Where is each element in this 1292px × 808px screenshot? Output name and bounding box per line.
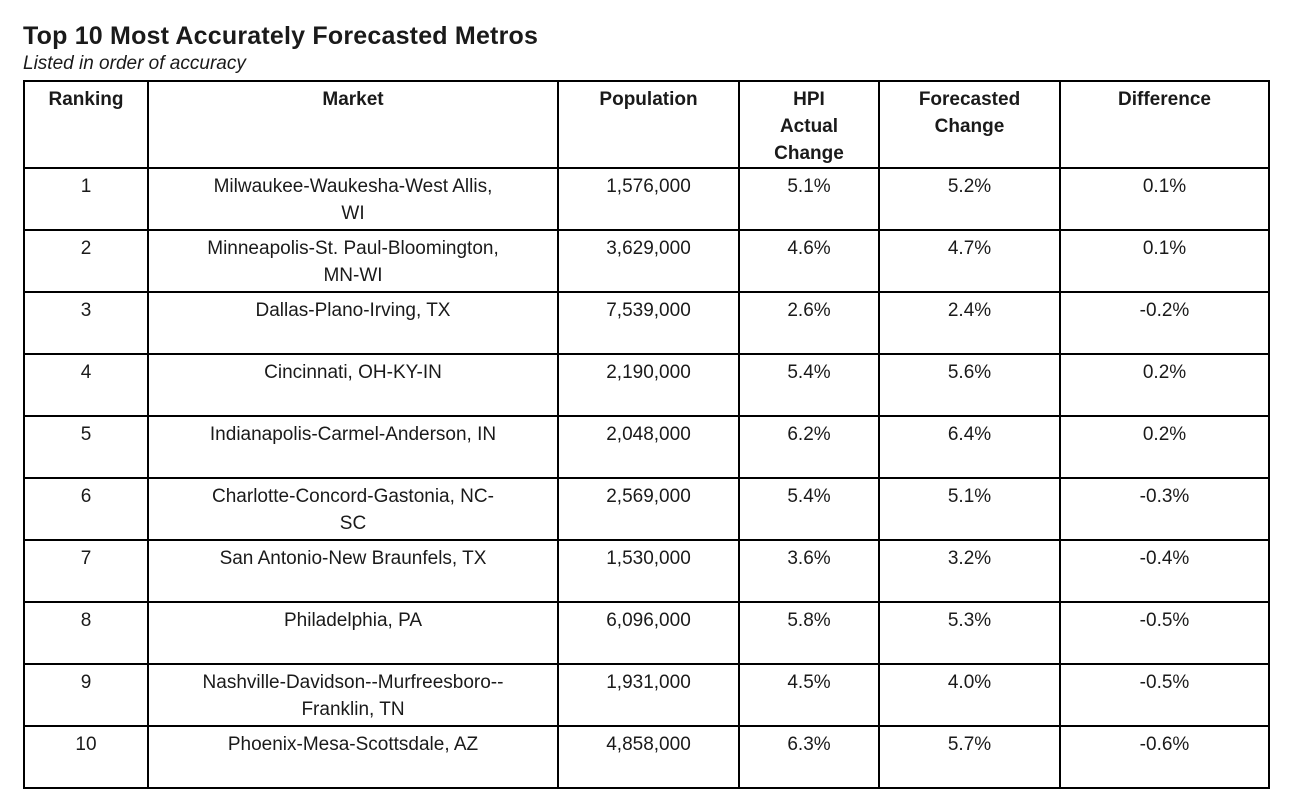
- cell-market: Nashville-Davidson--Murfreesboro-- Frank…: [147, 663, 559, 727]
- cell-difference: -0.2%: [1059, 291, 1270, 355]
- table-row: 4 Cincinnati, OH-KY-IN 2,190,000 5.4% 5.…: [23, 353, 1270, 417]
- table-row: 8 Philadelphia, PA 6,096,000 5.8% 5.3% -…: [23, 601, 1270, 665]
- table-body: 1 Milwaukee-Waukesha-West Allis, WI 1,57…: [23, 167, 1270, 789]
- cell-population: 6,096,000: [557, 601, 740, 665]
- cell-hpi-actual-change: 6.2%: [738, 415, 880, 479]
- cell-population: 1,576,000: [557, 167, 740, 231]
- cell-population: 7,539,000: [557, 291, 740, 355]
- cell-forecasted-change: 4.7%: [878, 229, 1061, 293]
- cell-forecasted-change: 4.0%: [878, 663, 1061, 727]
- table-row: 2 Minneapolis-St. Paul-Bloomington, MN-W…: [23, 229, 1270, 293]
- cell-population: 1,931,000: [557, 663, 740, 727]
- cell-hpi-actual-change: 4.5%: [738, 663, 880, 727]
- table-row: 1 Milwaukee-Waukesha-West Allis, WI 1,57…: [23, 167, 1270, 231]
- cell-market: Minneapolis-St. Paul-Bloomington, MN-WI: [147, 229, 559, 293]
- column-header-population: Population: [557, 80, 740, 169]
- table-row: 6 Charlotte-Concord-Gastonia, NC- SC 2,5…: [23, 477, 1270, 541]
- table-row: 9 Nashville-Davidson--Murfreesboro-- Fra…: [23, 663, 1270, 727]
- cell-ranking: 8: [23, 601, 149, 665]
- cell-population: 1,530,000: [557, 539, 740, 603]
- cell-ranking: 5: [23, 415, 149, 479]
- cell-hpi-actual-change: 5.4%: [738, 353, 880, 417]
- cell-ranking: 4: [23, 353, 149, 417]
- cell-ranking: 1: [23, 167, 149, 231]
- cell-difference: -0.5%: [1059, 663, 1270, 727]
- cell-market: Indianapolis-Carmel-Anderson, IN: [147, 415, 559, 479]
- cell-forecasted-change: 5.6%: [878, 353, 1061, 417]
- table-row: 5 Indianapolis-Carmel-Anderson, IN 2,048…: [23, 415, 1270, 479]
- cell-ranking: 10: [23, 725, 149, 789]
- page-subtitle: Listed in order of accuracy: [23, 53, 246, 74]
- cell-population: 3,629,000: [557, 229, 740, 293]
- cell-hpi-actual-change: 2.6%: [738, 291, 880, 355]
- cell-ranking: 2: [23, 229, 149, 293]
- column-header-difference: Difference: [1059, 80, 1270, 169]
- cell-population: 2,048,000: [557, 415, 740, 479]
- cell-ranking: 3: [23, 291, 149, 355]
- page-title: Top 10 Most Accurately Forecasted Metros: [23, 22, 539, 50]
- column-header-ranking: Ranking: [23, 80, 149, 169]
- cell-difference: -0.5%: [1059, 601, 1270, 665]
- table-row: 10 Phoenix-Mesa-Scottsdale, AZ 4,858,000…: [23, 725, 1270, 789]
- cell-market: Dallas-Plano-Irving, TX: [147, 291, 559, 355]
- cell-difference: -0.3%: [1059, 477, 1270, 541]
- cell-difference: 0.1%: [1059, 167, 1270, 231]
- cell-population: 4,858,000: [557, 725, 740, 789]
- cell-forecasted-change: 5.2%: [878, 167, 1061, 231]
- cell-population: 2,569,000: [557, 477, 740, 541]
- cell-forecasted-change: 5.3%: [878, 601, 1061, 665]
- cell-hpi-actual-change: 5.1%: [738, 167, 880, 231]
- cell-ranking: 7: [23, 539, 149, 603]
- cell-difference: -0.4%: [1059, 539, 1270, 603]
- cell-forecasted-change: 5.1%: [878, 477, 1061, 541]
- cell-ranking: 9: [23, 663, 149, 727]
- cell-hpi-actual-change: 5.4%: [738, 477, 880, 541]
- cell-market: Charlotte-Concord-Gastonia, NC- SC: [147, 477, 559, 541]
- column-header-forecasted-change: Forecasted Change: [878, 80, 1061, 169]
- cell-difference: 0.2%: [1059, 415, 1270, 479]
- cell-hpi-actual-change: 6.3%: [738, 725, 880, 789]
- cell-market: Cincinnati, OH-KY-IN: [147, 353, 559, 417]
- page: Top 10 Most Accurately Forecasted Metros…: [23, 22, 1270, 789]
- cell-ranking: 6: [23, 477, 149, 541]
- metros-table: Ranking Market Population HPI Actual Cha…: [23, 80, 1270, 789]
- cell-forecasted-change: 6.4%: [878, 415, 1061, 479]
- cell-hpi-actual-change: 3.6%: [738, 539, 880, 603]
- cell-hpi-actual-change: 4.6%: [738, 229, 880, 293]
- cell-forecasted-change: 5.7%: [878, 725, 1061, 789]
- table-row: 3 Dallas-Plano-Irving, TX 7,539,000 2.6%…: [23, 291, 1270, 355]
- cell-market: San Antonio-New Braunfels, TX: [147, 539, 559, 603]
- header-row: Ranking Market Population HPI Actual Cha…: [23, 80, 1270, 169]
- cell-difference: 0.1%: [1059, 229, 1270, 293]
- cell-forecasted-change: 3.2%: [878, 539, 1061, 603]
- column-header-market: Market: [147, 80, 559, 169]
- cell-difference: 0.2%: [1059, 353, 1270, 417]
- cell-market: Philadelphia, PA: [147, 601, 559, 665]
- cell-difference: -0.6%: [1059, 725, 1270, 789]
- cell-population: 2,190,000: [557, 353, 740, 417]
- cell-hpi-actual-change: 5.8%: [738, 601, 880, 665]
- cell-market: Phoenix-Mesa-Scottsdale, AZ: [147, 725, 559, 789]
- table-row: 7 San Antonio-New Braunfels, TX 1,530,00…: [23, 539, 1270, 603]
- column-header-hpi-actual-change: HPI Actual Change: [738, 80, 880, 169]
- cell-market: Milwaukee-Waukesha-West Allis, WI: [147, 167, 559, 231]
- cell-forecasted-change: 2.4%: [878, 291, 1061, 355]
